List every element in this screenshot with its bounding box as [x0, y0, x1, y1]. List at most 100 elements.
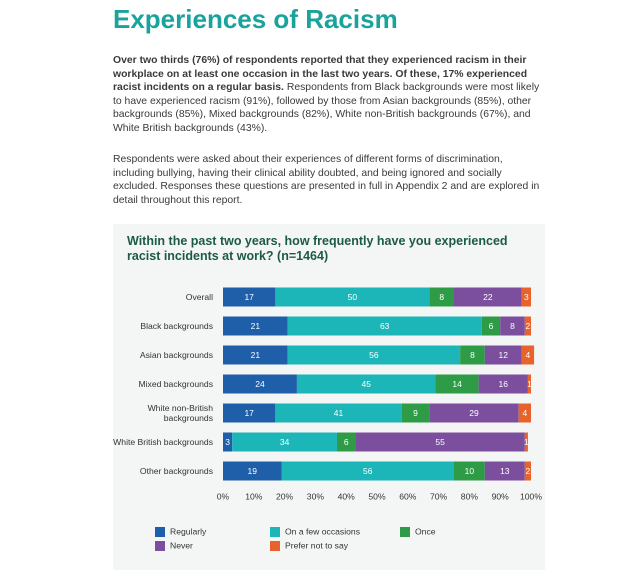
x-tick-label: 30% [307, 491, 325, 501]
legend-label: Once [415, 526, 436, 536]
data-label: 21 [251, 350, 261, 360]
legend-swatch [155, 541, 165, 551]
category-label: Asian backgrounds [139, 349, 213, 360]
data-label: 6 [344, 437, 349, 447]
data-label: 63 [380, 321, 390, 331]
bar-segment [355, 432, 525, 452]
bar-segment [429, 403, 519, 423]
bar-segment [223, 287, 276, 307]
bar-segment [518, 403, 531, 423]
bold-text: Over two thirds (76%) of respondents rep… [113, 55, 528, 94]
x-tick-label: 50% [368, 491, 386, 501]
legend-label: Never [170, 540, 193, 550]
bar-segment [287, 345, 461, 365]
page-title: Experiences of Racism [113, 4, 398, 34]
bar-segment [429, 287, 454, 307]
data-label: 50 [348, 292, 358, 302]
bar-segment [223, 461, 282, 481]
bar-segment [336, 432, 356, 452]
x-tick-label: 80% [461, 491, 479, 501]
bar-segment [223, 316, 288, 336]
bar-segment [500, 316, 525, 336]
x-tick-label: 10% [245, 491, 263, 501]
bar-segment [484, 345, 522, 365]
category-label: White non-British backgrounds [147, 402, 213, 424]
data-label: 4 [526, 350, 531, 360]
bar-segment [484, 461, 525, 481]
legend-label: Prefer not to say [285, 540, 349, 550]
data-label: 13 [500, 466, 510, 476]
bar-segment [521, 345, 535, 365]
legend-label: Regularly [170, 526, 207, 536]
bar-segment [223, 403, 276, 423]
data-label: 17 [244, 408, 254, 418]
data-label: 9 [413, 408, 418, 418]
category-label: White British backgrounds [113, 436, 213, 447]
bar-segment [223, 432, 233, 452]
data-label: 56 [363, 466, 373, 476]
data-label: 16 [499, 379, 509, 389]
data-label: 3 [524, 292, 529, 302]
data-label: 6 [489, 321, 494, 331]
bar-segment [454, 461, 485, 481]
x-tick-label: 40% [338, 491, 356, 501]
bar-segment [287, 316, 482, 336]
bar-segment [232, 432, 337, 452]
paragraph: Over two thirds (76%) of respondents rep… [113, 54, 545, 136]
legend-swatch [270, 527, 280, 537]
bar-segment [275, 287, 430, 307]
data-label: 56 [369, 350, 379, 360]
x-tick-label: 20% [276, 491, 294, 501]
bar-segment [524, 432, 528, 452]
legend-swatch [270, 541, 280, 551]
x-tick-label: 70% [430, 491, 448, 501]
x-tick-label: 100% [520, 491, 542, 501]
x-tick-label: 0% [217, 491, 230, 501]
bar-segment [527, 374, 531, 394]
data-label: 8 [439, 292, 444, 302]
bar-segment [524, 316, 531, 336]
legend-swatch [400, 527, 410, 537]
data-label: 12 [499, 350, 509, 360]
chart-title: Within the past two years, how frequentl… [127, 234, 508, 263]
category-label: Mixed backgrounds [138, 378, 213, 389]
chart: Within the past two years, how frequentl… [113, 224, 545, 570]
bar-segment [296, 374, 436, 394]
bar-segment [524, 461, 531, 481]
x-tick-label: 90% [492, 491, 510, 501]
data-label: 29 [469, 408, 479, 418]
data-label: 1 [524, 437, 529, 447]
data-label: 1 [527, 379, 532, 389]
bar-segment [454, 287, 522, 307]
data-label: 3 [225, 437, 230, 447]
text: Respondents from Black backgrounds were … [113, 82, 540, 134]
x-tick-label: 60% [399, 491, 417, 501]
bar-segment [401, 403, 430, 423]
data-label: 8 [470, 350, 475, 360]
data-label: 2 [526, 321, 531, 331]
data-label: 17 [244, 292, 254, 302]
bar-segment [281, 461, 454, 481]
data-label: 34 [280, 437, 290, 447]
data-label: 19 [248, 466, 258, 476]
bar-segment [435, 374, 479, 394]
bar-segment [481, 316, 501, 336]
bar-segment [460, 345, 485, 365]
bar-segment [223, 345, 288, 365]
data-label: 14 [452, 379, 462, 389]
data-label: 45 [361, 379, 371, 389]
bar-segment [521, 287, 531, 307]
data-label: 41 [334, 408, 344, 418]
category-label: Other backgrounds [139, 465, 213, 476]
bar-segment [275, 403, 402, 423]
legend-swatch [155, 527, 165, 537]
data-label: 55 [435, 437, 445, 447]
paragraph: Respondents were asked about their exper… [113, 154, 540, 206]
bar-segment [478, 374, 528, 394]
legend-label: On a few occasions [285, 526, 360, 536]
bar-segment [223, 374, 297, 394]
data-label: 22 [483, 292, 493, 302]
data-label: 4 [522, 408, 527, 418]
category-label: Black backgrounds [140, 320, 213, 331]
